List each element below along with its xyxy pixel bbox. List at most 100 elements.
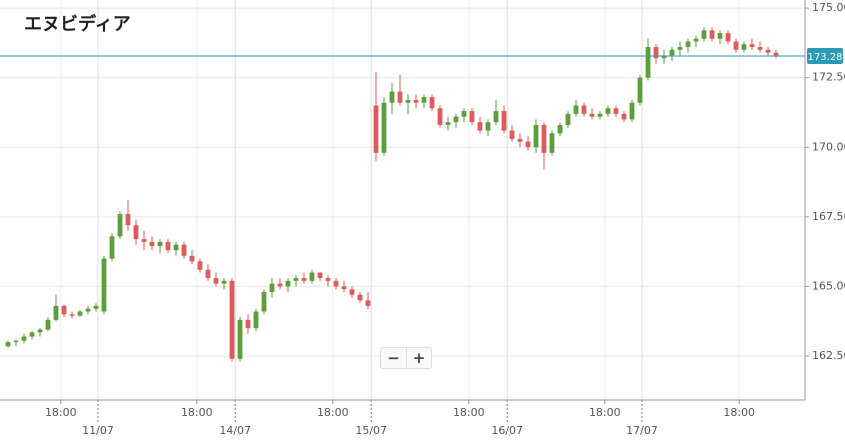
candle-body [357, 294, 363, 301]
candle-body [621, 113, 627, 120]
x-tick-label: 18:00 [45, 406, 77, 419]
candle-body [125, 214, 131, 226]
candle-body [685, 41, 691, 48]
candle-body [629, 102, 635, 120]
candle-body [549, 133, 555, 153]
candle-body [605, 108, 611, 114]
candle-body [117, 214, 123, 237]
candle-body [301, 278, 307, 281]
candle-body [109, 236, 115, 259]
candle-body [5, 342, 11, 347]
candle-body [645, 47, 651, 78]
last-price-box [807, 47, 843, 64]
candle-body [69, 314, 75, 316]
candle-body [197, 261, 203, 270]
last-price-label: 173.28 [808, 52, 843, 63]
zoom-in[interactable]: + [406, 348, 431, 368]
candle-body [77, 311, 83, 316]
candle-body [669, 49, 675, 56]
candle-body [733, 41, 739, 50]
candle-body [53, 305, 59, 320]
candle-body [693, 38, 699, 42]
candle-body [509, 130, 515, 139]
candle-body [613, 108, 619, 114]
candle-body [397, 91, 403, 103]
candle-body [29, 332, 35, 337]
y-tick-label: 165.00 [812, 279, 845, 292]
candle-body [653, 47, 659, 59]
candle-body [173, 244, 179, 251]
candle-body [477, 122, 483, 131]
candle-body [245, 319, 251, 329]
candle-body [165, 241, 171, 251]
candle-body [581, 105, 587, 114]
candle-body [285, 280, 291, 287]
candle-body [637, 77, 643, 103]
candle-body [589, 113, 595, 117]
candle-body [309, 272, 315, 281]
candle-body [325, 278, 331, 281]
candle-body [317, 272, 323, 279]
candle-body [469, 111, 475, 123]
x-tick-label: 18:00 [317, 406, 349, 419]
candle-body [365, 300, 371, 306]
candle-body [149, 241, 155, 247]
candle-body [765, 49, 771, 53]
candle-body [413, 99, 419, 103]
candle-body [381, 102, 387, 153]
candle-body [213, 278, 219, 284]
candle-body [229, 280, 235, 359]
candle-body [461, 111, 467, 117]
candle-body [725, 33, 731, 42]
x-date-label: 16/07 [491, 424, 523, 437]
candle-body [493, 111, 499, 123]
x-tick-label: 18:00 [723, 406, 755, 419]
x-date-label: 11/07 [82, 424, 114, 437]
y-tick-label: 172.50 [812, 71, 845, 84]
candle-body [293, 278, 299, 281]
candle-body [181, 244, 187, 256]
zoom-out[interactable]: − [381, 348, 406, 368]
candle-body [573, 105, 579, 114]
candle-body [773, 52, 779, 56]
candle-body [37, 329, 43, 333]
candle-body [453, 116, 459, 123]
candle-body [389, 91, 395, 103]
candle-body [189, 255, 195, 262]
candle-body [741, 44, 747, 50]
x-tick-label: 18:00 [453, 406, 485, 419]
x-date-label: 17/07 [626, 424, 658, 437]
candle-body [405, 99, 411, 103]
candle-body [45, 319, 51, 330]
candle-body [373, 105, 379, 153]
candle-body [597, 113, 603, 117]
candle-body [421, 97, 427, 103]
zoom-controls: − + [380, 347, 432, 369]
candle-body [437, 108, 443, 125]
candle-body [349, 289, 355, 295]
candle-body [661, 55, 667, 59]
candle-body [533, 124, 539, 148]
candle-body [21, 336, 27, 341]
y-tick-label: 170.00 [812, 140, 845, 153]
candle-body [277, 283, 283, 287]
candle-body [93, 305, 99, 309]
candle-body [61, 305, 67, 315]
candle-body [501, 111, 507, 131]
y-tick-label: 175.00 [812, 1, 845, 14]
candle-body [221, 280, 227, 284]
x-date-label: 15/07 [355, 424, 387, 437]
candle-body [717, 33, 723, 39]
x-tick-label: 18:00 [589, 406, 621, 419]
candle-body [141, 239, 147, 242]
candle-body [333, 280, 339, 287]
y-tick-label: 167.50 [812, 210, 845, 223]
candle-body [525, 141, 531, 148]
candle-body [253, 311, 259, 329]
candle-body [205, 269, 211, 279]
candle-body [261, 291, 267, 312]
x-date-label: 14/07 [219, 424, 251, 437]
candle-body [757, 47, 763, 50]
candle-body [749, 44, 755, 48]
